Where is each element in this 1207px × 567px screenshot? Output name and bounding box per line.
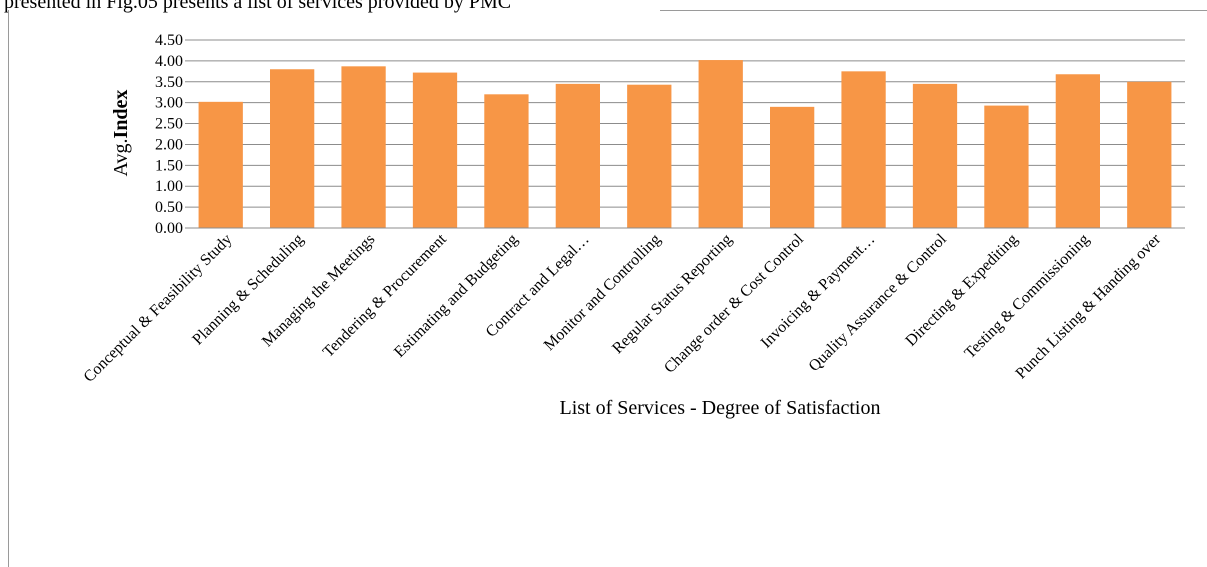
y-tick-label: 4.00 — [155, 53, 183, 70]
bar — [627, 84, 672, 228]
bar — [770, 106, 815, 228]
bar — [1055, 74, 1100, 228]
y-tick-label: 0.00 — [155, 220, 183, 237]
x-category-label: Conceptual & Feasibility Study — [81, 231, 236, 386]
y-axis-ticks: 0.00 0.50 1.00 1.50 2.00 2.50 3.00 3.50 4.00 4.50 — [155, 32, 183, 237]
x-category-label: Change order & Cost Control — [661, 230, 807, 376]
x-category-label: Testing & Commissioning — [961, 231, 1092, 362]
y-tick-label: 3.50 — [155, 74, 183, 91]
bar — [198, 101, 243, 228]
x-axis-label: List of Services - Degree of Satisfactio… — [559, 397, 880, 419]
y-tick-label: 0.50 — [155, 199, 183, 216]
bar — [555, 83, 600, 228]
y-tick-label: 3.00 — [155, 95, 183, 112]
x-category-label: Punch Listing & Handing over — [1013, 230, 1165, 382]
x-category-label: Tendering & Procurement — [320, 230, 450, 360]
bar — [412, 72, 458, 228]
bar — [270, 69, 315, 228]
chart-frame-top-border — [660, 10, 1207, 11]
gridlines — [185, 39, 1185, 229]
y-tick-label: 1.50 — [155, 157, 183, 174]
y-tick-label: 2.00 — [155, 136, 183, 153]
y-tick-label: 1.00 — [155, 178, 183, 195]
bar — [341, 66, 386, 228]
bar — [1127, 81, 1172, 229]
bar — [841, 71, 886, 228]
bar — [984, 105, 1029, 228]
bar — [698, 60, 743, 229]
y-axis-label: Avg.Index — [110, 90, 132, 177]
bars — [198, 60, 1172, 229]
bar — [484, 94, 529, 228]
x-category-label: Monitor and Controlling — [541, 231, 664, 354]
chart-frame-left-border — [8, 10, 9, 567]
x-category-label: Quality Assurance & Control — [806, 230, 951, 375]
bar — [912, 83, 958, 228]
x-category-label: Estimating and Budgeting — [391, 231, 521, 361]
y-tick-label: 4.50 — [155, 32, 183, 49]
figure-caption: presented in Fig.05 presents a list of s… — [4, 0, 512, 13]
x-category-label: Regular Status Reporting — [609, 231, 735, 357]
y-tick-label: 2.50 — [155, 116, 183, 133]
